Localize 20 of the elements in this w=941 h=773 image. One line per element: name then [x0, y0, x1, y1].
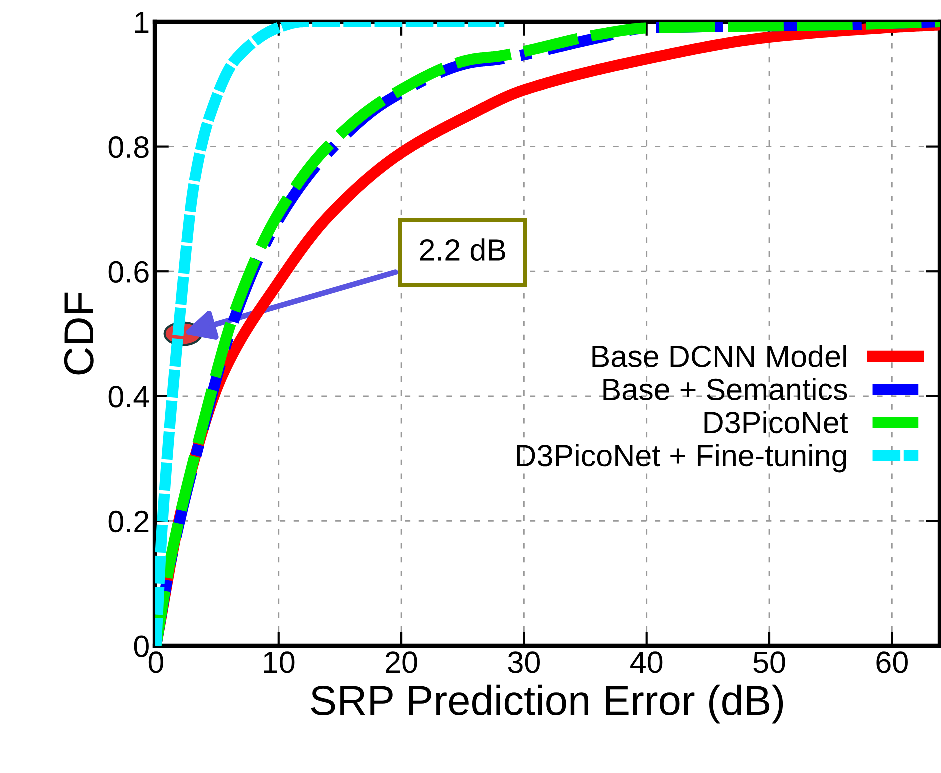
y-tick-label: 0.2: [108, 510, 149, 533]
x-tick-label: 40: [630, 652, 663, 674]
annotation: 2.2 dB: [420, 238, 506, 262]
x-tick-label: 60: [876, 652, 908, 674]
y-tick-label: 0.6: [108, 261, 149, 283]
legend-label: Base + Semantics: [604, 378, 848, 401]
legend-label: D3PicoNet + Fine-tuning: [517, 444, 846, 473]
y-tick-label: 0.8: [108, 136, 149, 158]
x-tick-label: 20: [386, 652, 418, 674]
y-tick-label: 1: [135, 12, 149, 34]
x-tick-label: 10: [264, 652, 295, 674]
x-tick-label: 30: [508, 652, 540, 674]
legend-label: D3PicoNet: [704, 411, 848, 434]
legend-label: Base DCNN Model: [592, 345, 846, 368]
y-tick-label: 0.4: [108, 386, 150, 408]
x-tick-label: 0: [148, 652, 164, 674]
x-axis-title: SRP Prediction Error (dB): [311, 684, 784, 724]
x-tick-label: 50: [754, 652, 786, 674]
y-axis-title: CDF: [64, 292, 94, 375]
y-tick-label: 0: [134, 636, 149, 658]
